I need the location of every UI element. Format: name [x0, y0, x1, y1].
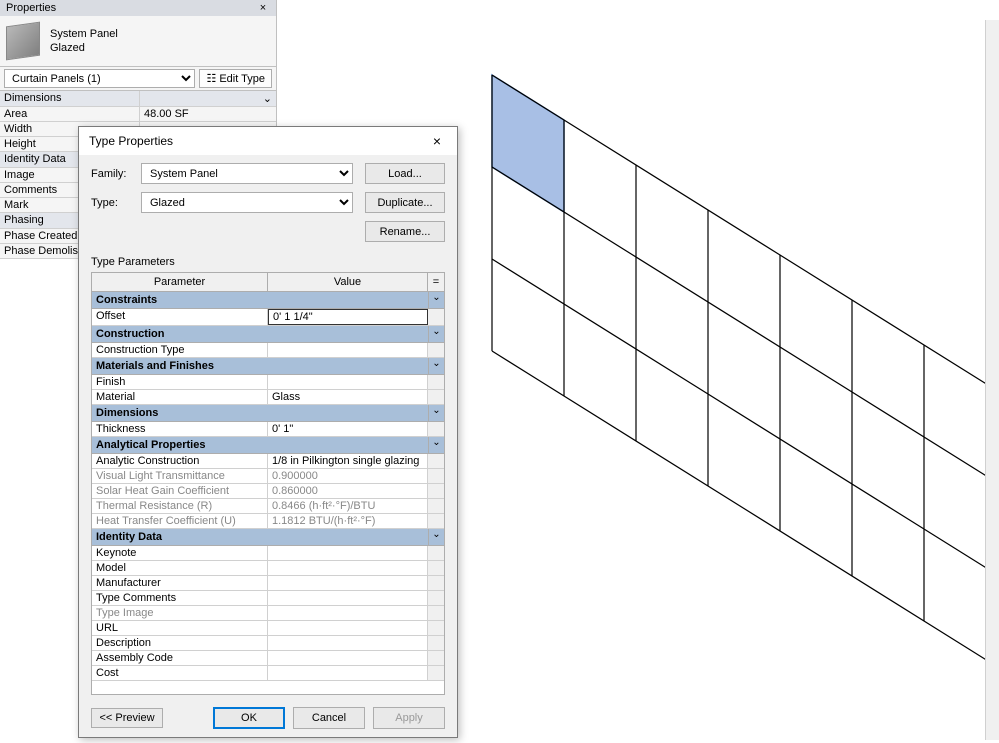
param-row: Heat Transfer Coefficient (U)1.1812 BTU/…	[92, 514, 444, 529]
param-label: Thermal Resistance (R)	[92, 499, 268, 513]
family-name: System Panel	[50, 27, 118, 41]
type-label: Type:	[91, 197, 141, 209]
param-row[interactable]: Thickness0' 1"	[92, 422, 444, 437]
param-label: Finish	[92, 375, 268, 389]
dialog-close-icon[interactable]: ×	[427, 133, 447, 149]
param-row[interactable]: Construction Type	[92, 343, 444, 358]
dialog-title: Type Properties	[89, 134, 173, 148]
dialog-footer: << Preview OK Cancel Apply	[79, 699, 457, 737]
param-label: Analytic Construction	[92, 454, 268, 468]
type-select[interactable]: Glazed	[141, 192, 353, 213]
palette-header[interactable]: System Panel Glazed	[0, 16, 276, 66]
param-label: Manufacturer	[92, 576, 268, 590]
param-row: Solar Heat Gain Coefficient0.860000	[92, 484, 444, 499]
param-label: Assembly Code	[92, 651, 268, 665]
param-row[interactable]: Type Image	[92, 606, 444, 621]
collapse-icon[interactable]: ⌄	[428, 326, 444, 342]
param-value: 0.8466 (h·ft²·°F)/BTU	[268, 499, 428, 513]
param-label: Material	[92, 390, 268, 404]
param-label: Model	[92, 561, 268, 575]
param-value[interactable]: 0' 1 1/4"	[268, 309, 428, 325]
dialog-titlebar[interactable]: Type Properties ×	[79, 127, 457, 155]
param-value: 0.900000	[268, 469, 428, 483]
param-row[interactable]: Assembly Code	[92, 651, 444, 666]
family-label: Family:	[91, 168, 141, 180]
param-row[interactable]: Offset0' 1 1/4"	[92, 309, 444, 326]
param-label: Construction Type	[92, 343, 268, 357]
table-header: Parameter Value =	[92, 273, 444, 292]
param-label: Area	[0, 107, 140, 121]
collapse-icon[interactable]: ⌄	[428, 358, 444, 374]
param-row[interactable]: Manufacturer	[92, 576, 444, 591]
ok-button[interactable]: OK	[213, 707, 285, 729]
collapse-icon[interactable]: ⌄	[428, 292, 444, 308]
param-row[interactable]: Analytic Construction1/8 in Pilkington s…	[92, 454, 444, 469]
param-value: 1.1812 BTU/(h·ft²·°F)	[268, 514, 428, 528]
scrollbar[interactable]	[985, 20, 999, 740]
collapse-icon[interactable]: ⌄	[428, 529, 444, 545]
type-properties-dialog: Type Properties × Family: System Panel L…	[78, 126, 458, 738]
param-row[interactable]: MaterialGlass	[92, 390, 444, 405]
family-thumbnail	[6, 22, 40, 61]
collapse-icon[interactable]: ⌄	[428, 437, 444, 453]
apply-button[interactable]: Apply	[373, 707, 445, 729]
param-row[interactable]: URL	[92, 621, 444, 636]
param-label: Solar Heat Gain Coefficient	[92, 484, 268, 498]
param-row: Visual Light Transmittance0.900000	[92, 469, 444, 484]
col-value: Value	[268, 273, 428, 291]
family-select[interactable]: System Panel	[141, 163, 353, 184]
category-row[interactable]: Construction⌄	[92, 326, 444, 343]
param-row[interactable]: Description	[92, 636, 444, 651]
palette-title: Properties	[6, 2, 56, 14]
category-row[interactable]: Analytical Properties⌄	[92, 437, 444, 454]
param-value: 48.00 SF	[140, 107, 276, 121]
param-row[interactable]: Type Comments	[92, 591, 444, 606]
param-label: Visual Light Transmittance	[92, 469, 268, 483]
family-type-label: System Panel Glazed	[50, 27, 118, 55]
palette-close-icon[interactable]: ×	[256, 2, 270, 14]
param-row[interactable]: Model	[92, 561, 444, 576]
cancel-button[interactable]: Cancel	[293, 707, 365, 729]
col-equals: =	[428, 273, 444, 291]
palette-titlebar[interactable]: Properties ×	[0, 0, 276, 16]
type-name: Glazed	[50, 41, 118, 55]
category-row[interactable]: Constraints⌄	[92, 292, 444, 309]
param-label: Keynote	[92, 546, 268, 560]
collapse-icon[interactable]: ⌄	[428, 405, 444, 421]
param-label: Offset	[92, 309, 268, 325]
param-label: Cost	[92, 666, 268, 680]
instance-selector-row: Curtain Panels (1) ☷ Edit Type	[0, 66, 276, 90]
edit-type-icon: ☷	[206, 72, 216, 85]
param-label: Type Comments	[92, 591, 268, 605]
rename-button[interactable]: Rename...	[365, 221, 445, 242]
param-value[interactable]: Glass	[268, 390, 428, 404]
load-button[interactable]: Load...	[365, 163, 445, 184]
edit-type-label: Edit Type	[219, 73, 265, 85]
param-row: Thermal Resistance (R)0.8466 (h·ft²·°F)/…	[92, 499, 444, 514]
edit-type-button[interactable]: ☷ Edit Type	[199, 69, 272, 88]
category-row[interactable]: Dimensions ⌄	[0, 91, 276, 107]
param-label: Heat Transfer Coefficient (U)	[92, 514, 268, 528]
param-row[interactable]: Keynote	[92, 546, 444, 561]
param-label: Description	[92, 636, 268, 650]
param-row[interactable]: Cost	[92, 666, 444, 681]
category-row[interactable]: Identity Data⌄	[92, 529, 444, 546]
param-value[interactable]: 1/8 in Pilkington single glazing	[268, 454, 428, 468]
param-value[interactable]: 0' 1"	[268, 422, 428, 436]
type-parameters-label: Type Parameters	[91, 256, 445, 268]
param-row[interactable]: Finish	[92, 375, 444, 390]
param-label: URL	[92, 621, 268, 635]
col-parameter: Parameter	[92, 273, 268, 291]
param-label: Thickness	[92, 422, 268, 436]
category-label: Dimensions	[0, 91, 140, 106]
category-row[interactable]: Materials and Finishes⌄	[92, 358, 444, 375]
type-param-table[interactable]: Parameter Value = Constraints⌄ Offset0' …	[91, 272, 445, 695]
instance-selector[interactable]: Curtain Panels (1)	[4, 69, 195, 88]
param-row[interactable]: Area 48.00 SF	[0, 107, 276, 122]
category-row[interactable]: Dimensions⌄	[92, 405, 444, 422]
param-value: 0.860000	[268, 484, 428, 498]
duplicate-button[interactable]: Duplicate...	[365, 192, 445, 213]
param-label: Type Image	[92, 606, 268, 620]
preview-button[interactable]: << Preview	[91, 708, 163, 728]
